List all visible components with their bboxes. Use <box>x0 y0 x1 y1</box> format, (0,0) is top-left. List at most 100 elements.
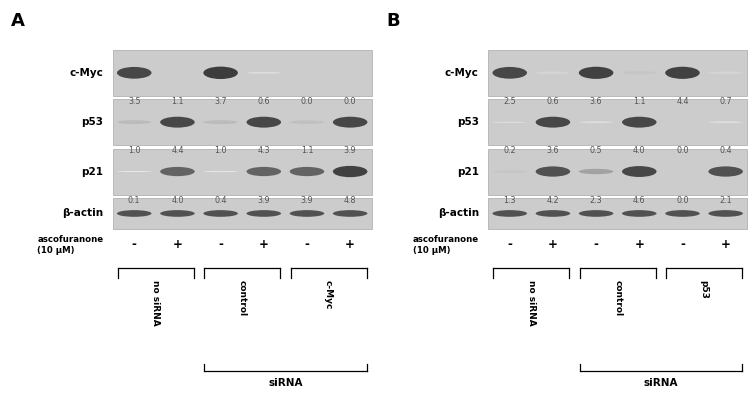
Text: -: - <box>219 238 223 251</box>
Bar <box>488 99 747 145</box>
Text: A: A <box>11 12 25 30</box>
Ellipse shape <box>708 166 743 177</box>
Ellipse shape <box>246 72 281 74</box>
Text: c-Myc: c-Myc <box>445 68 479 78</box>
Text: ascofuranone
(10 μM): ascofuranone (10 μM) <box>37 235 103 254</box>
Text: 4.8: 4.8 <box>344 196 357 205</box>
Ellipse shape <box>535 71 570 74</box>
Ellipse shape <box>160 71 195 74</box>
Text: siRNA: siRNA <box>644 378 678 388</box>
Text: 0.0: 0.0 <box>676 196 689 205</box>
Text: 4.3: 4.3 <box>258 146 270 156</box>
Ellipse shape <box>290 167 324 176</box>
Ellipse shape <box>160 167 195 176</box>
Ellipse shape <box>535 117 570 128</box>
Bar <box>113 149 372 195</box>
Text: siRNA: siRNA <box>268 378 303 388</box>
Text: 0.6: 0.6 <box>258 97 270 106</box>
Ellipse shape <box>333 166 367 177</box>
Ellipse shape <box>622 71 656 75</box>
Text: p21: p21 <box>81 166 103 176</box>
Text: β-actin: β-actin <box>438 208 479 218</box>
Text: 1.0: 1.0 <box>128 146 140 156</box>
Text: β-actin: β-actin <box>62 208 103 218</box>
Ellipse shape <box>708 210 743 217</box>
Text: 0.7: 0.7 <box>719 97 732 106</box>
Bar <box>488 50 747 96</box>
Text: -: - <box>132 238 137 251</box>
Ellipse shape <box>246 117 281 128</box>
Text: 3.7: 3.7 <box>214 97 227 106</box>
Text: no siRNA: no siRNA <box>152 280 160 326</box>
Ellipse shape <box>579 169 614 174</box>
Text: -: - <box>305 238 309 251</box>
Text: ascofuranone
(10 μM): ascofuranone (10 μM) <box>412 235 479 254</box>
Text: 4.2: 4.2 <box>547 196 559 205</box>
Text: 0.2: 0.2 <box>503 146 516 156</box>
Ellipse shape <box>665 210 700 217</box>
Text: 0.0: 0.0 <box>676 146 689 156</box>
Text: 1.1: 1.1 <box>300 146 313 156</box>
Ellipse shape <box>333 210 367 217</box>
Ellipse shape <box>708 71 743 74</box>
Text: 4.6: 4.6 <box>633 196 646 205</box>
Text: -: - <box>594 238 599 251</box>
Text: +: + <box>259 238 269 251</box>
Text: 3.9: 3.9 <box>344 146 357 156</box>
Ellipse shape <box>493 67 527 79</box>
Text: +: + <box>173 238 182 251</box>
Text: p53: p53 <box>81 117 103 127</box>
Text: 0.4: 0.4 <box>214 196 227 205</box>
Ellipse shape <box>622 210 656 217</box>
Ellipse shape <box>204 66 238 79</box>
Ellipse shape <box>493 170 527 173</box>
Text: -: - <box>680 238 685 251</box>
Ellipse shape <box>117 171 152 172</box>
Text: +: + <box>721 238 731 251</box>
Ellipse shape <box>204 171 238 172</box>
Text: 2.3: 2.3 <box>590 196 602 205</box>
Bar <box>113 99 372 145</box>
Text: 0.6: 0.6 <box>547 97 559 106</box>
Text: 0.4: 0.4 <box>719 146 732 156</box>
Text: p53: p53 <box>700 280 708 299</box>
Text: c-Myc: c-Myc <box>324 280 333 310</box>
Text: -: - <box>508 238 512 251</box>
Text: p53: p53 <box>457 117 479 127</box>
Text: 3.5: 3.5 <box>128 97 140 106</box>
Text: B: B <box>387 12 400 30</box>
Ellipse shape <box>579 67 614 79</box>
Text: 1.0: 1.0 <box>214 146 227 156</box>
Text: 4.4: 4.4 <box>171 146 184 156</box>
Ellipse shape <box>246 167 281 176</box>
Ellipse shape <box>708 122 743 123</box>
Text: 2.1: 2.1 <box>719 196 732 205</box>
Ellipse shape <box>665 67 700 79</box>
Ellipse shape <box>535 166 570 177</box>
Text: 1.1: 1.1 <box>171 97 184 106</box>
Ellipse shape <box>246 210 281 217</box>
Text: 1.1: 1.1 <box>633 97 646 106</box>
Text: p21: p21 <box>457 166 479 176</box>
Ellipse shape <box>160 210 195 217</box>
Ellipse shape <box>290 210 324 217</box>
Text: +: + <box>345 238 355 251</box>
Text: 0.5: 0.5 <box>590 146 602 156</box>
Text: 3.6: 3.6 <box>590 97 602 106</box>
Ellipse shape <box>204 210 238 217</box>
Text: +: + <box>548 238 558 251</box>
Ellipse shape <box>204 120 238 124</box>
Ellipse shape <box>333 117 367 128</box>
Bar <box>488 149 747 195</box>
Bar <box>113 198 372 229</box>
Text: 3.9: 3.9 <box>300 196 313 205</box>
Text: 4.4: 4.4 <box>676 97 689 106</box>
Text: 3.9: 3.9 <box>258 196 270 205</box>
Ellipse shape <box>622 166 656 177</box>
Text: control: control <box>238 280 246 316</box>
Ellipse shape <box>579 122 614 123</box>
Text: 0.0: 0.0 <box>344 97 357 106</box>
Text: 0.0: 0.0 <box>300 97 313 106</box>
Text: 2.5: 2.5 <box>503 97 516 106</box>
Ellipse shape <box>117 120 152 124</box>
